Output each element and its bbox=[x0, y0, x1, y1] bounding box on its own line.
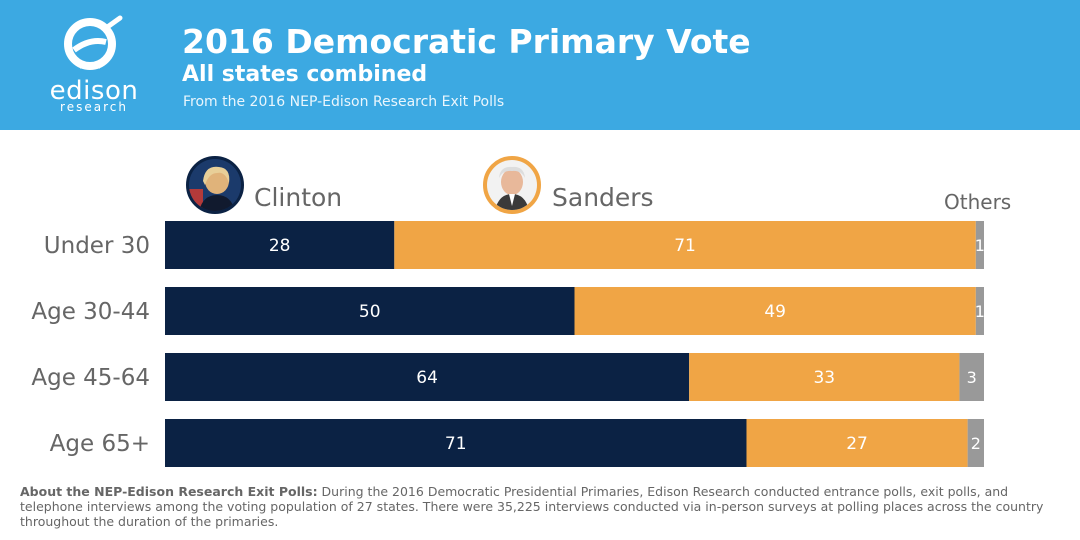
bar-sanders bbox=[746, 419, 968, 467]
data-label-clinton: 50 bbox=[359, 302, 381, 322]
legend-others: Others bbox=[944, 190, 1012, 214]
bar-clinton bbox=[165, 419, 747, 467]
logo-subword: research bbox=[60, 100, 128, 114]
header-banner: edison research 2016 Democratic Primary … bbox=[0, 0, 1080, 130]
data-label-others: 1 bbox=[975, 236, 985, 255]
data-label-clinton: 64 bbox=[416, 368, 438, 388]
data-label-sanders: 27 bbox=[846, 434, 868, 454]
clinton-portrait bbox=[186, 156, 244, 214]
bar-clinton bbox=[165, 221, 395, 269]
legend-sanders: Sanders bbox=[552, 183, 654, 212]
bar-sanders bbox=[394, 221, 976, 269]
lightbulb-icon bbox=[64, 15, 123, 70]
data-label-others: 2 bbox=[971, 434, 981, 453]
data-label-clinton: 28 bbox=[269, 236, 291, 256]
bar-clinton bbox=[165, 287, 575, 335]
category-label: Age 45-64 bbox=[31, 365, 150, 391]
bar-others bbox=[967, 419, 984, 467]
source-line: From the 2016 NEP-Edison Research Exit P… bbox=[183, 94, 505, 110]
bar-sanders bbox=[689, 353, 960, 401]
chart-subtitle: All states combined bbox=[182, 62, 428, 87]
data-label-others: 3 bbox=[967, 368, 977, 387]
legend-clinton: Clinton bbox=[254, 183, 343, 212]
category-label: Age 30-44 bbox=[31, 299, 150, 325]
category-label: Age 65+ bbox=[50, 431, 150, 457]
data-label-others: 1 bbox=[975, 302, 985, 321]
chart-title: 2016 Democratic Primary Vote bbox=[182, 22, 751, 61]
logo-word: edison bbox=[49, 76, 139, 106]
data-label-sanders: 49 bbox=[764, 302, 786, 322]
bar-others bbox=[975, 287, 984, 335]
edison-logo: edison research bbox=[44, 14, 144, 118]
data-label-clinton: 71 bbox=[445, 434, 467, 454]
data-label-sanders: 33 bbox=[813, 368, 835, 388]
footnote-text: During the 2016 Democratic Presidential … bbox=[20, 484, 1044, 529]
bar-sanders bbox=[574, 287, 976, 335]
footnote: About the NEP-Edison Research Exit Polls… bbox=[20, 484, 1050, 529]
category-label: Under 30 bbox=[44, 233, 150, 259]
sanders-portrait bbox=[483, 156, 541, 214]
footnote-lead: About the NEP-Edison Research Exit Polls… bbox=[20, 484, 318, 499]
bar-others bbox=[959, 353, 984, 401]
bar-others bbox=[975, 221, 984, 269]
bar-clinton bbox=[165, 353, 690, 401]
data-label-sanders: 71 bbox=[674, 236, 696, 256]
